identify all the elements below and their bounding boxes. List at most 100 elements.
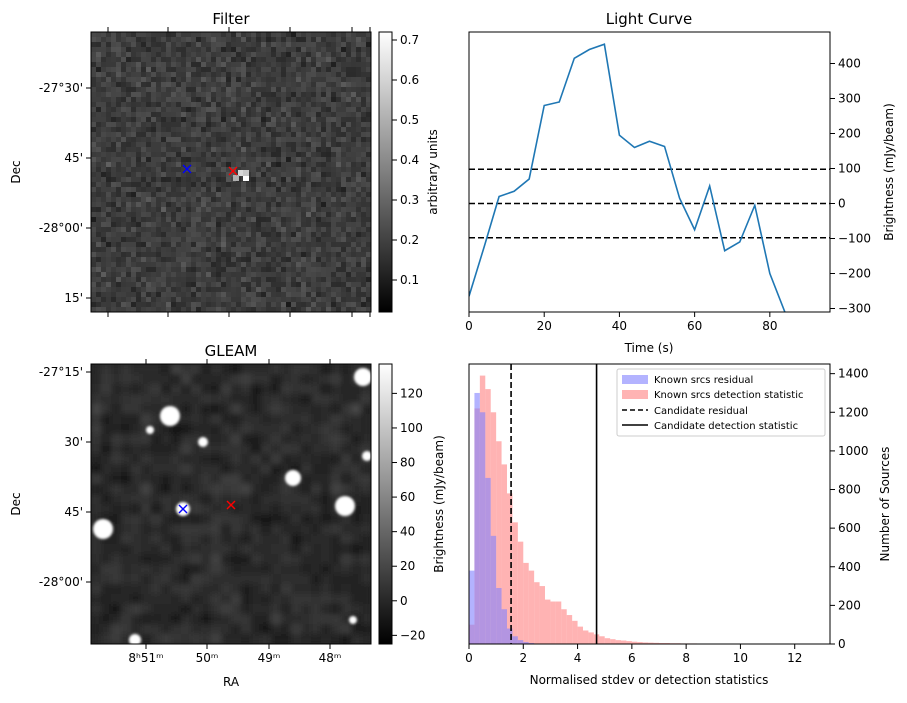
histogram-xtick-label: 6 — [628, 651, 636, 665]
filter-ytick-1: 45' — [64, 151, 83, 165]
lightcurve-ytick-label: 400 — [838, 57, 861, 71]
filter-colorbar-label: arbitrary units — [426, 129, 440, 215]
gleam-title: GLEAM — [205, 342, 258, 360]
lightcurve-xtick-label: 60 — [687, 319, 702, 333]
histogram-bar-s1 — [616, 640, 621, 644]
lightcurve-line — [469, 44, 830, 319]
histogram-bar-s1 — [583, 630, 588, 644]
histogram-bar-s0 — [512, 636, 517, 644]
legend-swatch-detection — [622, 390, 648, 399]
colorbar-tick-label: 0.7 — [400, 33, 419, 47]
gleam-source — [198, 437, 208, 447]
histogram-xtick-label: 2 — [519, 651, 527, 665]
filter-ytick-0: -27°30' — [39, 81, 83, 95]
histogram-bar-s0 — [502, 609, 507, 644]
lightcurve-xtick-label: 40 — [612, 319, 627, 333]
gleam-xlabel: RA — [223, 675, 240, 689]
gleam-source — [160, 406, 180, 426]
colorbar-tick-label: 100 — [400, 421, 423, 435]
filter-title: Filter — [212, 10, 250, 28]
colorbar-tick-label: 0.3 — [400, 193, 419, 207]
colorbar-tick-label: 80 — [400, 456, 415, 470]
histogram-bar-s1 — [540, 586, 545, 644]
gleam-xtick-0: 8ʰ51ᵐ — [128, 651, 163, 665]
lightcurve-ylabel: Brightness (mJy/beam) — [882, 103, 896, 241]
colorbar-tick-label: −20 — [400, 628, 425, 642]
colorbar-tick-label: 0.4 — [400, 153, 419, 167]
histogram-bar-s1 — [567, 615, 572, 644]
gleam-ytick-1: 30' — [64, 435, 83, 449]
gleam-colorbar-label: Brightness (mJy/beam) — [432, 435, 446, 573]
histogram-bar-s1 — [534, 582, 539, 644]
histogram-bar-s1 — [545, 600, 550, 644]
histogram-ytick-label: 0 — [838, 637, 846, 651]
histogram-ytick-label: 600 — [838, 521, 861, 535]
gleam-source — [146, 426, 154, 434]
colorbar-tick-label: 0 — [400, 594, 408, 608]
histogram-bar-s0 — [491, 536, 496, 644]
gleam-panel: GLEAM -27°15' 30' 45' -28°00' Dec 8ʰ51ᵐ … — [9, 342, 446, 689]
histogram-bar-s1 — [578, 627, 583, 644]
colorbar-tick-label: 0.5 — [400, 113, 419, 127]
lightcurve-frame — [469, 32, 830, 312]
legend-label-candidate-residual: Candidate residual — [654, 406, 748, 417]
histogram-ytick-label: 1200 — [838, 405, 869, 419]
histogram-ytick-label: 1400 — [838, 367, 869, 381]
histogram-bar-s1 — [572, 621, 577, 644]
gleam-xtick-3: 48ᵐ — [319, 651, 342, 665]
gleam-ytick-0: -27°15' — [39, 365, 83, 379]
filter-bright-pixel — [243, 170, 249, 176]
histogram-bar-s1 — [621, 641, 626, 644]
gleam-ytick-2: 45' — [64, 505, 83, 519]
legend-label-residual: Known srcs residual — [654, 375, 753, 386]
histogram-bar-s0 — [480, 412, 485, 644]
lightcurve-title: Light Curve — [606, 10, 692, 28]
filter-ytick-2: -28°00' — [39, 221, 83, 235]
histogram-xtick-label: 0 — [465, 651, 473, 665]
lightcurve-ytick-label: −300 — [838, 302, 871, 316]
histogram-bar-s1 — [523, 563, 528, 644]
gleam-source — [285, 470, 301, 486]
legend-label-detection: Known srcs detection statistic — [654, 390, 803, 401]
histogram-xtick-label: 12 — [787, 651, 802, 665]
gleam-source — [354, 368, 372, 386]
lightcurve-xtick-label: 80 — [762, 319, 777, 333]
histogram-ytick-label: 400 — [838, 560, 861, 574]
histogram-bar-s1 — [518, 542, 523, 644]
filter-colorbar — [379, 32, 392, 312]
lightcurve-xtick-label: 20 — [537, 319, 552, 333]
lightcurve-ytick-label: 300 — [838, 92, 861, 106]
gleam-source — [93, 519, 113, 539]
colorbar-tick-label: 0.1 — [400, 273, 419, 287]
filter-ytick-3: 15' — [64, 291, 83, 305]
histogram-xlabel: Normalised stdev or detection statistics — [530, 673, 769, 687]
lightcurve-xlabel: Time (s) — [624, 341, 674, 355]
legend-swatch-residual — [622, 375, 648, 384]
colorbar-tick-label: 20 — [400, 559, 415, 573]
colorbar-tick-label: 40 — [400, 525, 415, 539]
histogram-ytick-label: 800 — [838, 483, 861, 497]
histogram-bar-s1 — [556, 602, 561, 644]
gleam-xtick-1: 50ᵐ — [196, 651, 219, 665]
lightcurve-ytick-label: 100 — [838, 162, 861, 176]
gleam-source — [335, 496, 355, 516]
gleam-ytick-3: -28°00' — [39, 575, 83, 589]
histogram-bar-s0 — [469, 571, 474, 644]
histogram-bar-s1 — [512, 522, 517, 644]
histogram-bar-s1 — [605, 638, 610, 644]
histogram-ylabel: Number of Sources — [878, 447, 892, 562]
lightcurve-xtick-label: 0 — [465, 319, 473, 333]
histogram-bar-s0 — [496, 588, 501, 644]
gleam-source — [349, 616, 357, 624]
legend-label-candidate-detection: Candidate detection statistic — [654, 421, 798, 432]
filter-colorbar-ticks: 0.10.20.30.40.50.60.7 — [392, 33, 419, 287]
gleam-ylabel: Dec — [9, 492, 23, 515]
lightcurve-ytick-label: −200 — [838, 267, 871, 281]
histogram-bar-s0 — [474, 393, 479, 644]
histogram-bar-s0 — [518, 640, 523, 644]
histogram-xtick-label: 8 — [682, 651, 690, 665]
